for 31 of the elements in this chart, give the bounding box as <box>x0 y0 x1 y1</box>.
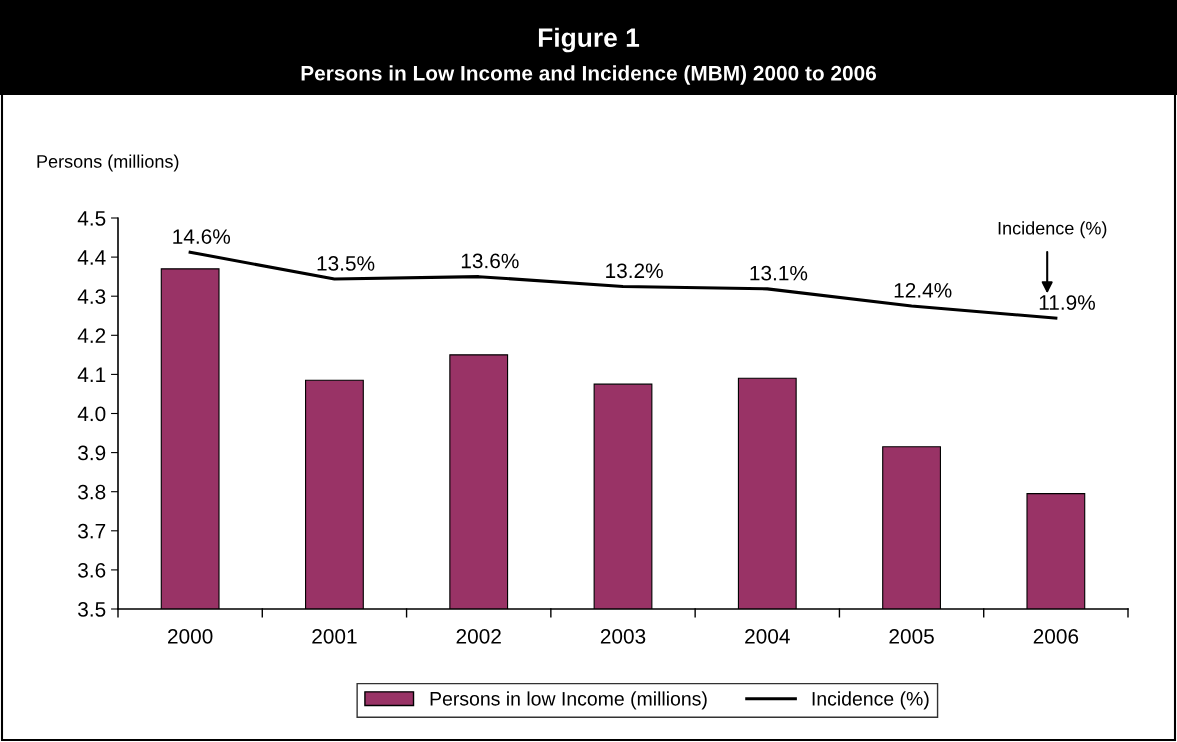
y-tick-label: 3.7 <box>78 523 106 539</box>
x-tick-label: 2000 <box>168 628 213 644</box>
chart-title: Figure 1 <box>538 27 640 53</box>
y-tick-label: 4.2 <box>77 328 106 343</box>
x-tick-label: 2001 <box>312 628 357 644</box>
y-tick-label: 4.3 <box>77 289 106 304</box>
data-label: 13.1% <box>750 265 808 281</box>
x-tick-label: 2005 <box>889 628 934 644</box>
y-tick-label: 4.0 <box>77 406 106 422</box>
y-axis-title: Persons (millions) <box>37 154 179 172</box>
x-tick-label: 2002 <box>456 628 501 644</box>
legend-label: Incidence (%) <box>812 691 929 710</box>
y-tick-label: 3.6 <box>78 562 106 578</box>
data-label: 14.6% <box>173 229 231 244</box>
data-label: 13.6% <box>461 253 519 269</box>
chart-subtitle: Persons in Low Income and Incidence (MBM) 2000 to 2006 <box>301 65 877 85</box>
x-tick-label: 2003 <box>600 628 646 644</box>
data-label: 12.4% <box>894 282 952 298</box>
x-tick-label: 2006 <box>1033 628 1079 644</box>
legend-label: Persons in low Income (millions) <box>430 691 707 710</box>
y-tick-label: 3.5 <box>78 602 106 617</box>
data-label: 13.5% <box>317 256 375 271</box>
annotation: Incidence (%) <box>998 221 1107 239</box>
y-tick-label: 4.1 <box>77 367 106 382</box>
x-tick-label: 2004 <box>745 628 790 644</box>
y-tick-label: 3.8 <box>78 484 106 500</box>
data-label: 11.9% <box>1039 295 1095 310</box>
y-tick-label: 3.9 <box>78 445 106 461</box>
y-tick-label: 4.4 <box>77 250 106 265</box>
data-label: 13.2% <box>606 263 663 279</box>
y-tick-label: 4.5 <box>77 211 106 226</box>
